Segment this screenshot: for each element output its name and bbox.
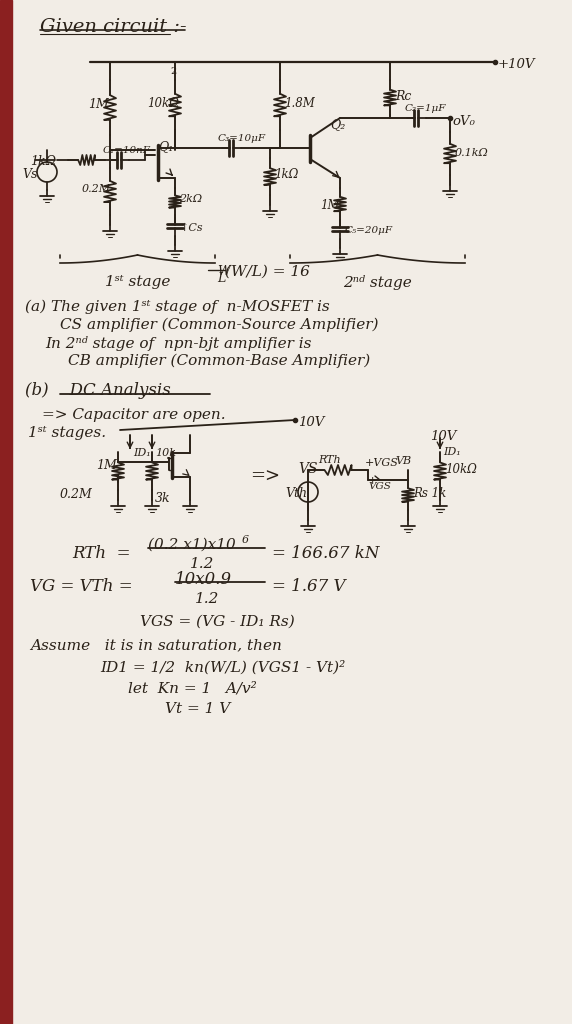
Text: (b)    DC Analysis: (b) DC Analysis — [25, 382, 171, 399]
Text: C₅=20μF: C₅=20μF — [345, 226, 393, 234]
Text: 0.2M: 0.2M — [60, 488, 93, 501]
Text: ID₁: ID₁ — [443, 447, 461, 457]
Text: VS: VS — [298, 462, 317, 476]
Text: 2: 2 — [170, 67, 176, 76]
Text: 1M: 1M — [96, 459, 117, 472]
Text: = 166.67 kN: = 166.67 kN — [272, 545, 379, 562]
Text: 0.1kΩ: 0.1kΩ — [455, 148, 488, 159]
Text: ID₁: ID₁ — [133, 449, 151, 458]
Text: VG = VTh =: VG = VTh = — [30, 578, 133, 595]
Text: (0.2 x1)x10: (0.2 x1)x10 — [148, 538, 236, 552]
Text: 1.2: 1.2 — [195, 592, 220, 606]
Text: CS amplifier (Common-Source Amplifier): CS amplifier (Common-Source Amplifier) — [60, 318, 379, 333]
Text: 1M: 1M — [320, 199, 340, 212]
Text: 10V: 10V — [298, 416, 324, 429]
Text: 10V: 10V — [430, 430, 456, 443]
Text: = 1.67 V: = 1.67 V — [272, 578, 345, 595]
Text: ↑Cs: ↑Cs — [180, 223, 204, 233]
Text: 0.2M: 0.2M — [82, 183, 111, 194]
Text: Rs 1k: Rs 1k — [413, 487, 446, 500]
Text: Rc: Rc — [395, 89, 411, 102]
Text: RTh: RTh — [318, 455, 340, 465]
Text: RTh  =: RTh = — [72, 545, 130, 562]
Text: 1M: 1M — [88, 97, 109, 111]
Text: C₃=10μF: C₃=10μF — [218, 134, 266, 143]
Text: L: L — [210, 272, 227, 285]
Text: =>: => — [250, 468, 280, 486]
Text: 1kΩ: 1kΩ — [274, 169, 299, 181]
Text: 1.2: 1.2 — [190, 557, 214, 571]
Text: Vt = 1 V: Vt = 1 V — [165, 702, 231, 716]
Text: 1ˢᵗ stages.: 1ˢᵗ stages. — [28, 426, 106, 440]
Bar — [0, 0, 12, 1024]
Text: 1ˢᵗ stage: 1ˢᵗ stage — [105, 275, 170, 289]
Text: W: W — [210, 265, 231, 278]
Text: 3k: 3k — [155, 492, 170, 505]
Text: +: + — [368, 476, 378, 486]
Text: let  Kn = 1   A/v²: let Kn = 1 A/v² — [128, 682, 257, 696]
Text: Vs: Vs — [22, 168, 37, 181]
Text: VGS: VGS — [368, 482, 391, 490]
Text: ID1 = 1/2  kn(W/L) (VGS1 - Vt)²: ID1 = 1/2 kn(W/L) (VGS1 - Vt)² — [100, 660, 345, 675]
Text: VGS = (VG - ID₁ Rs): VGS = (VG - ID₁ Rs) — [140, 615, 295, 629]
Text: 10x0.9: 10x0.9 — [175, 571, 232, 588]
Text: (a) The given 1ˢᵗ stage of  n-MOSFET is: (a) The given 1ˢᵗ stage of n-MOSFET is — [25, 300, 329, 314]
Text: In 2ⁿᵈ stage of  npn-bjt amplifier is: In 2ⁿᵈ stage of npn-bjt amplifier is — [45, 336, 312, 351]
Text: Given circuit :-: Given circuit :- — [40, 18, 186, 36]
Text: Q₂: Q₂ — [330, 118, 345, 131]
Text: C₂=1μF: C₂=1μF — [405, 104, 447, 113]
Text: (W/L) = 16: (W/L) = 16 — [225, 265, 310, 279]
Text: CB amplifier (Common-Base Amplifier): CB amplifier (Common-Base Amplifier) — [68, 354, 370, 369]
Text: => Capacitor are open.: => Capacitor are open. — [42, 408, 225, 422]
Text: +VGS: +VGS — [365, 458, 399, 468]
Text: 10kΩ: 10kΩ — [147, 97, 179, 110]
Text: 10kΩ: 10kΩ — [445, 463, 477, 476]
Text: 2kΩ: 2kΩ — [179, 194, 202, 204]
Text: Vth: Vth — [285, 487, 307, 500]
Text: Assume   it is in saturation, then: Assume it is in saturation, then — [30, 638, 282, 652]
Text: 10k: 10k — [155, 449, 176, 458]
Text: VB: VB — [395, 456, 411, 466]
Text: C₁=10nF: C₁=10nF — [103, 146, 151, 155]
Text: Q₁: Q₁ — [158, 140, 173, 153]
Text: 2ⁿᵈ stage: 2ⁿᵈ stage — [343, 275, 412, 290]
Text: 1kΩ: 1kΩ — [30, 155, 56, 168]
Text: 6: 6 — [242, 535, 249, 545]
Text: oV₀: oV₀ — [452, 115, 475, 128]
Text: 1.8M: 1.8M — [284, 97, 315, 110]
Text: +10V: +10V — [498, 58, 535, 71]
